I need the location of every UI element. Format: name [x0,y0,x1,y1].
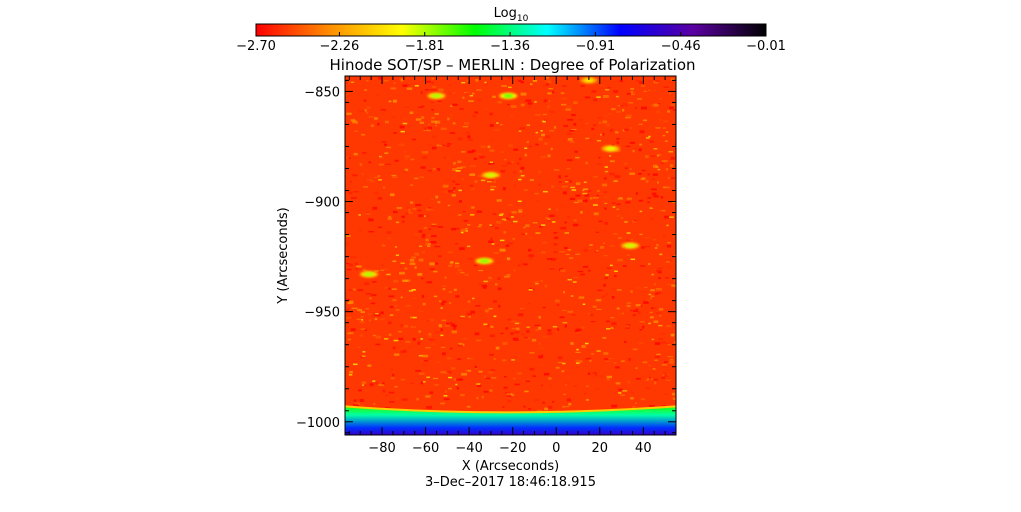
colorbar-tick-label: −1.36 [490,39,530,54]
plot-area: −80 −60 −40 −20 0 20 40 −850 −900 −950 −1000 [296,75,677,456]
y-tick-label: −1000 [296,416,340,431]
x-tick-label: −80 [368,441,395,456]
colorbar-tick-label: −0.46 [661,39,701,54]
heatmap-texture [345,76,676,435]
x-tick-label: −40 [455,441,482,456]
x-tick-label: 0 [552,441,560,456]
colorbar-tick-label: −2.26 [319,39,359,54]
colorbar: Log10 −2.70 −2.26 −1.81 −1.36 −0.91 −0.46 −0.0… [236,6,786,54]
colorbar-label: Log10 [494,6,529,24]
observation-timestamp: 3–Dec–2017 18:46:18.915 [425,475,596,490]
x-axis-label: X (Arcseconds) [462,459,559,474]
colorbar-tick-label: −0.91 [575,39,615,54]
colorbar-ticks: −2.70 −2.26 −1.81 −1.36 −0.91 −0.46 −0.01 [236,32,786,54]
heatmap-limb-band [345,406,676,435]
x-tick-label: 20 [592,441,609,456]
colorbar-tick-label: −0.01 [746,39,786,54]
y-axis-label: Y (Arcseconds) [276,207,291,304]
colorbar-gradient [255,23,767,37]
heatmap-patches [359,77,640,278]
colorbar-tick-label: −2.70 [236,39,276,54]
plot-frame [344,75,677,436]
heatmap-limb-edge [345,405,676,414]
y-tick-label: −850 [304,85,340,100]
chart-title: Hinode SOT/SP – MERLIN : Degree of Polar… [330,56,696,74]
x-axis: −80 −60 −40 −20 0 20 40 [348,76,677,456]
colorbar-tick-label: −1.81 [405,39,445,54]
heatmap-background [345,76,676,435]
y-tick-label: −950 [304,306,340,321]
x-tick-label: 40 [635,441,652,456]
y-axis: −850 −900 −950 −1000 [296,79,676,434]
heatmap-image [345,76,676,435]
x-tick-label: −60 [412,441,439,456]
y-tick-label: −900 [304,196,340,211]
x-tick-label: −20 [499,441,526,456]
